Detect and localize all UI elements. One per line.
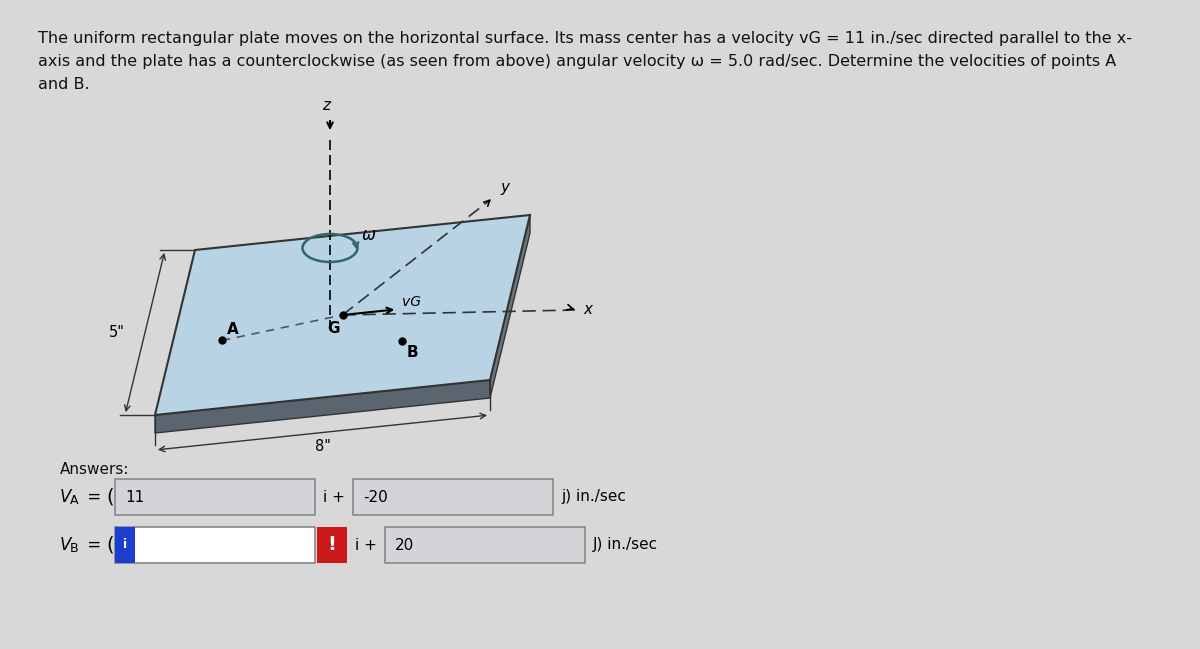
Polygon shape [155, 215, 530, 415]
Text: -20: -20 [364, 489, 388, 504]
Text: (: ( [106, 487, 114, 506]
Text: G: G [328, 321, 340, 336]
Polygon shape [155, 380, 490, 433]
Text: i: i [122, 539, 127, 552]
Text: J) in./sec: J) in./sec [593, 537, 658, 552]
FancyBboxPatch shape [317, 527, 347, 563]
Text: ω: ω [362, 226, 376, 244]
Text: !: ! [328, 535, 336, 554]
Text: The uniform rectangular plate moves on the horizontal surface. Its mass center h: The uniform rectangular plate moves on t… [38, 31, 1132, 46]
Text: B: B [70, 543, 79, 556]
FancyBboxPatch shape [353, 479, 553, 515]
Text: (: ( [106, 535, 114, 554]
Text: and B.: and B. [38, 77, 90, 92]
Text: 11: 11 [125, 489, 144, 504]
FancyBboxPatch shape [385, 527, 586, 563]
Text: i +: i + [323, 489, 344, 504]
Text: =: = [82, 536, 101, 554]
Text: 5": 5" [109, 325, 125, 340]
Text: =: = [82, 488, 101, 506]
Text: z: z [322, 98, 330, 113]
Text: j) in./sec: j) in./sec [562, 489, 626, 504]
Polygon shape [490, 215, 530, 398]
Text: A: A [227, 323, 239, 337]
Text: i +: i + [355, 537, 377, 552]
Text: y: y [500, 180, 509, 195]
Text: x: x [583, 302, 592, 317]
Text: vG: vG [402, 295, 421, 310]
FancyBboxPatch shape [115, 527, 134, 563]
Text: A: A [70, 495, 78, 508]
Text: axis and the plate has a counterclockwise (as seen from above) angular velocity : axis and the plate has a counterclockwis… [38, 54, 1116, 69]
Text: 20: 20 [395, 537, 414, 552]
Text: 8": 8" [314, 439, 330, 454]
Text: Answers:: Answers: [60, 462, 130, 477]
Text: V: V [60, 488, 71, 506]
Text: B: B [407, 345, 418, 360]
Text: V: V [60, 536, 71, 554]
FancyBboxPatch shape [115, 527, 314, 563]
FancyBboxPatch shape [115, 479, 314, 515]
